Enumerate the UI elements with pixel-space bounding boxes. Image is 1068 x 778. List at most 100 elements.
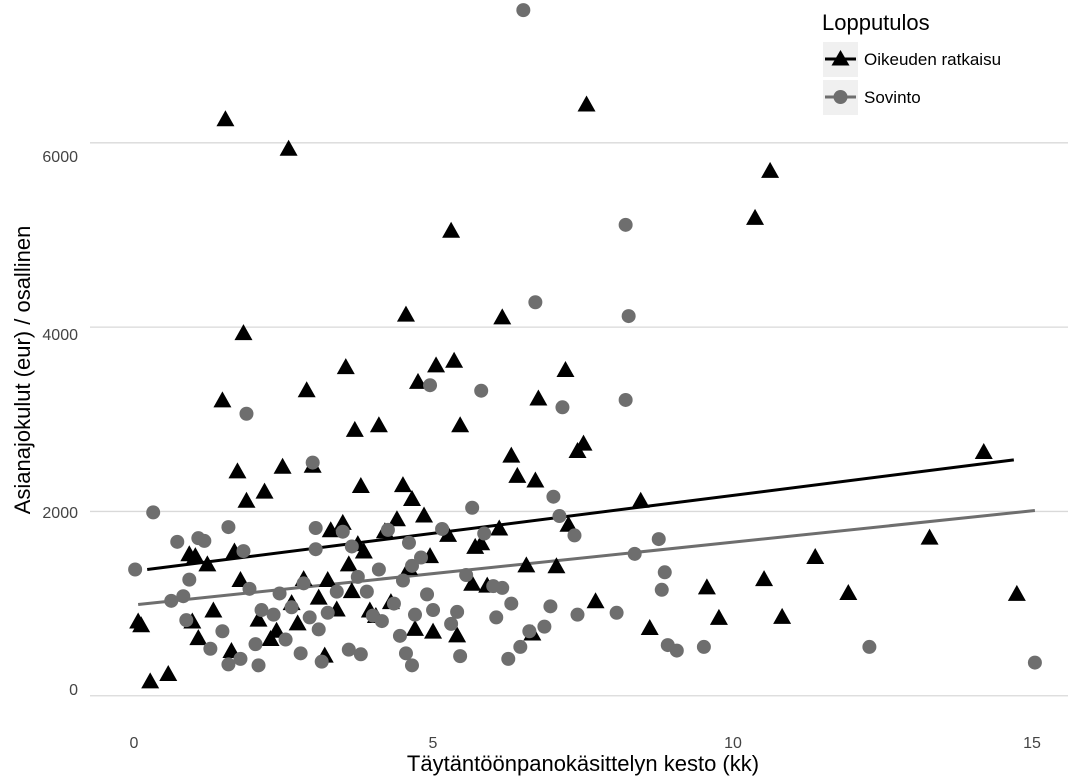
data-point-circle (341, 642, 356, 657)
data-point-triangle (297, 381, 316, 398)
data-point-triangle (631, 491, 650, 508)
data-point-triangle (577, 95, 596, 112)
data-point-circle (669, 643, 684, 658)
data-point-triangle (448, 626, 467, 643)
data-point-circle (371, 562, 386, 577)
data-point-circle (203, 641, 218, 656)
data-point-circle (350, 569, 365, 584)
data-point-triangle (141, 672, 160, 689)
data-point-triangle (198, 555, 217, 572)
data-point-circle (528, 295, 543, 310)
x-tick-label: 5 (429, 735, 438, 752)
data-point-triangle (387, 510, 406, 527)
data-point-triangle (279, 139, 298, 156)
data-point-circle (501, 651, 516, 666)
data-points (128, 3, 1042, 689)
data-point-circle (215, 624, 230, 639)
data-point-circle (444, 616, 459, 631)
data-point-triangle (773, 607, 792, 624)
data-point-circle (621, 309, 636, 324)
data-point-circle (477, 526, 492, 541)
data-point-circle (272, 586, 287, 601)
data-point-circle (386, 596, 401, 611)
data-point-circle (414, 550, 429, 565)
data-point-circle (465, 500, 480, 515)
data-point-triangle (508, 466, 527, 483)
legend: Lopputulos Oikeuden ratkaisu Sovinto (822, 10, 1001, 115)
data-point-circle (359, 584, 374, 599)
data-point-triangle (755, 570, 774, 587)
data-point-circle (308, 542, 323, 557)
data-point-circle (266, 607, 281, 622)
data-point-circle (407, 607, 422, 622)
data-point-triangle (640, 618, 659, 635)
data-point-circle (453, 649, 468, 664)
data-point-circle (567, 528, 582, 543)
x-tick-label: 10 (724, 735, 742, 752)
data-point-triangle (697, 578, 716, 595)
data-point-triangle (273, 457, 292, 474)
data-point-triangle (517, 556, 536, 573)
y-tick-label: 2000 (42, 505, 78, 522)
data-point-circle (609, 605, 624, 620)
data-point-triangle (339, 555, 358, 572)
data-point-circle (654, 582, 669, 597)
x-axis-tick-labels: 0 5 10 15 (130, 735, 1041, 752)
data-point-circle (353, 647, 368, 662)
data-point-triangle (318, 571, 337, 588)
data-point-circle (404, 558, 419, 573)
data-point-circle (179, 613, 194, 628)
trend-line (137, 509, 1036, 607)
data-point-circle (251, 658, 266, 673)
data-point-circle (435, 521, 450, 536)
data-point-circle (618, 217, 633, 232)
data-point-circle (657, 565, 672, 580)
data-point-triangle (424, 622, 443, 639)
data-point-circle (164, 593, 179, 608)
data-point-triangle (309, 588, 328, 605)
data-point-circle (401, 535, 416, 550)
x-axis-title: Täytäntöönpanokäsittelyn kesto (kk) (407, 751, 759, 776)
data-point-circle (197, 533, 212, 548)
data-point-triangle (132, 616, 151, 633)
data-point-circle (392, 628, 407, 643)
data-point-triangle (556, 360, 575, 377)
data-point-triangle (261, 630, 280, 647)
data-point-circle (426, 603, 441, 618)
data-point-triangle (463, 574, 482, 591)
data-point-triangle (806, 548, 825, 565)
data-point-triangle (445, 351, 464, 368)
data-point-triangle (526, 471, 545, 488)
data-point-circle (233, 651, 248, 666)
data-point-triangle (237, 491, 256, 508)
data-point-triangle (231, 571, 250, 588)
data-point-triangle (586, 592, 605, 609)
triangle-icon (831, 50, 850, 66)
data-point-triangle (559, 515, 578, 532)
data-point-circle (146, 505, 161, 520)
data-point-circle (335, 524, 350, 539)
trend-lines (137, 458, 1036, 607)
data-point-triangle (574, 434, 593, 451)
y-tick-label: 6000 (42, 149, 78, 166)
data-point-triangle (354, 542, 373, 559)
data-point-triangle (255, 482, 274, 499)
x-tick-label: 15 (1023, 735, 1041, 752)
data-point-triangle (709, 608, 728, 625)
data-point-circle (329, 584, 344, 599)
data-point-circle (504, 596, 519, 611)
data-point-triangle (427, 356, 446, 373)
data-point-triangle (336, 358, 355, 375)
data-point-circle (236, 544, 251, 559)
data-point-circle (221, 520, 236, 535)
data-point-circle (420, 587, 435, 602)
data-point-triangle (393, 476, 412, 493)
y-axis-tick-labels: 0 2000 4000 6000 (42, 149, 78, 699)
data-point-circle (513, 639, 528, 654)
data-point-triangle (502, 446, 521, 463)
data-point-circle (516, 3, 531, 18)
data-point-triangle (216, 110, 235, 127)
data-point-circle (489, 610, 504, 625)
data-point-circle (395, 573, 410, 588)
